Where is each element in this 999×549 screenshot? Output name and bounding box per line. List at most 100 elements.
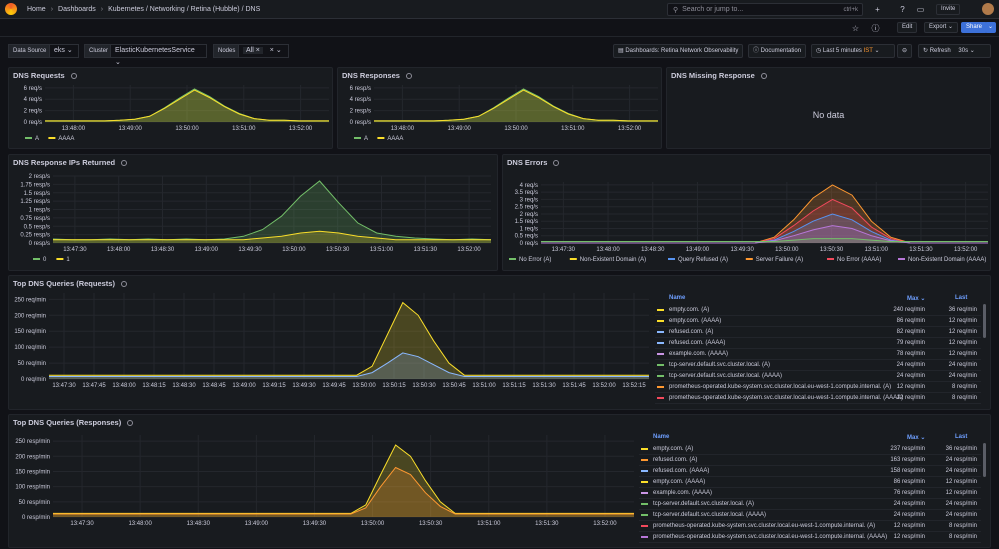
chart-top-dns-responses: 0 resp/min 50 resp/min 100 resp/min 150 res… (15, 435, 634, 527)
x-tick-label: 13:52:00 (593, 521, 617, 527)
legend-row[interactable]: example.com. (AAAA) 76 resp/min 12 resp/mi… (639, 488, 981, 499)
dashboards-link[interactable]: ▤ Dashboards: Retina Network Observabili… (613, 44, 744, 58)
y-tick-label: 4 req/s (520, 183, 538, 189)
legend-item[interactable]: No Error (AAAA) (837, 257, 881, 263)
x-tick-label: 13:49:00 (195, 247, 219, 253)
legend-item[interactable]: AAAA (387, 136, 403, 142)
breadcrumb-dashboards[interactable]: Dashboards (58, 5, 96, 13)
legend-item[interactable]: Non-Existent Domain (A) (580, 257, 646, 263)
legend-row[interactable]: prometheus-operated.kube-system.svc.clus… (655, 382, 981, 393)
legend-series-name: example.com. (AAAA) (669, 351, 729, 357)
legend-row[interactable]: empty.com. (A) 237 resp/min 36 resp/min (639, 444, 981, 455)
y-tick-label: 6 req/s (24, 86, 42, 92)
edit-button[interactable]: Edit (897, 22, 918, 33)
legend-swatch (657, 353, 664, 355)
legend-row[interactable]: prometheus-operated.kube-system.svc.clus… (639, 521, 981, 532)
series-line (49, 352, 649, 377)
series-line (541, 238, 988, 242)
cluster-select[interactable]: ElasticKubernetesService ⌄ (110, 44, 207, 66)
legend-item[interactable]: AAAA (58, 136, 74, 142)
info-icon[interactable] (121, 160, 128, 167)
info-icon[interactable] (127, 420, 134, 427)
export-button[interactable]: Export ⌄ (924, 22, 959, 33)
legend-row[interactable]: tcp-server.default.svc.cluster.local. (A… (639, 510, 981, 521)
legend-row[interactable]: refused.com. (AAAA) 79 req/min 12 req/min (655, 338, 981, 349)
legend-series-name: refused.com. (A) (653, 457, 698, 463)
time-range-picker[interactable]: ◷ Last 5 minutes IST ⌄ (811, 44, 895, 58)
info-icon[interactable] (760, 73, 767, 80)
info-icon[interactable] (120, 281, 127, 288)
legend-swatch (33, 258, 40, 260)
legend-row[interactable]: example.com. (AAAA) 78 req/min 12 req/min (655, 349, 981, 360)
legend-item[interactable]: A (35, 136, 39, 142)
legend-series-name: refused.com. (AAAA) (653, 468, 710, 474)
scrollbar[interactable] (983, 304, 986, 338)
legend-row[interactable]: empty.com. (AAAA) 86 resp/min 12 resp/min (639, 477, 981, 488)
column-header-last[interactable]: Last (955, 295, 968, 301)
info-icon[interactable] (70, 73, 77, 80)
legend-last-value: 24 req/min (948, 362, 977, 368)
legend-item[interactable]: 1 (66, 257, 70, 263)
plus-icon[interactable]: + (875, 5, 880, 14)
help-icon[interactable]: ? (900, 5, 905, 14)
legend-row[interactable]: refused.com. (AAAA) 158 resp/min 24 resp/m… (639, 466, 981, 477)
x-tick-label: 13:51:00 (232, 126, 256, 132)
legend-item[interactable]: Query Refused (A) (678, 257, 728, 263)
star-icon[interactable]: ☆ (851, 24, 860, 33)
legend-item[interactable]: Non-Existent Domain (AAAA) (908, 257, 986, 263)
x-tick-label: 13:49:00 (245, 521, 269, 527)
legend-row[interactable]: prometheus-operated.kube-system.svc.clus… (655, 393, 981, 404)
search-input[interactable]: ⚲ Search or jump to... ctrl+k (667, 3, 863, 16)
info-icon[interactable] (405, 73, 412, 80)
legend-row[interactable]: refused.com. (A) 163 resp/min 24 resp/min (639, 455, 981, 466)
y-tick-label: 50 req/min (18, 361, 46, 367)
scrollbar[interactable] (983, 443, 986, 477)
legend-row[interactable]: refused.com. (A) 82 req/min 12 req/min (655, 327, 981, 338)
legend-item[interactable]: 0 (43, 257, 47, 263)
y-tick-label: 0 resp/s (29, 241, 50, 247)
column-header-last[interactable]: Last (955, 434, 968, 440)
y-tick-label: 2 req/s (24, 109, 42, 115)
x-tick-label: 13:52:00 (954, 247, 978, 253)
cluster-value: ElasticKubernetesService (115, 47, 195, 54)
breadcrumb-home[interactable]: Home (27, 5, 46, 13)
x-tick-label: 13:48:00 (391, 126, 415, 132)
legend-last-value: 8 req/min (951, 384, 977, 390)
share-button[interactable]: Share (961, 22, 988, 33)
legend-row[interactable]: empty.com. (A) 240 req/min 36 req/min (655, 305, 981, 316)
refresh-button[interactable]: ↻ Refresh 30s ⌄ (918, 44, 991, 58)
chart-dns-errors: 0 req/s0.5 req/s 1 req/s1.5 req/s2 req/s2… (509, 182, 988, 263)
column-header-name[interactable]: Name (653, 434, 670, 440)
info-icon[interactable]: ⓘ (871, 24, 880, 33)
x-tick-label: 13:48:45 (202, 383, 226, 389)
legend-row[interactable]: tcp-server.default.svc.cluster.local. (A… (655, 371, 981, 382)
legend-series-name: refused.com. (AAAA) (669, 340, 726, 346)
invite-button[interactable]: Invite (936, 4, 961, 15)
nodes-select[interactable]: All × × ⌄ (238, 44, 289, 58)
column-header-max[interactable]: Max ⌄ (907, 296, 926, 302)
y-tick-label: 0.5 req/s (515, 234, 538, 240)
series-area (541, 184, 988, 243)
legend-row[interactable]: tcp-server.default.svc.cluster.local. (A… (639, 499, 981, 510)
top-navbar: Home › Dashboards › Kubernetes / Network… (0, 0, 999, 19)
legend-row[interactable]: tcp-server.default.svc.cluster.local. (A… (655, 360, 981, 371)
share-dropdown-icon[interactable]: ⌄ (985, 22, 997, 33)
info-icon[interactable] (553, 160, 560, 167)
column-header-max[interactable]: Max ⌄ (907, 435, 926, 441)
documentation-link[interactable]: ⓘ Documentation (748, 44, 807, 58)
grafana-logo-icon[interactable] (5, 3, 17, 15)
legend-max-value: 86 req/min (896, 318, 925, 324)
news-icon[interactable]: ▭ (916, 5, 925, 14)
x-tick-label: 13:49:00 (686, 247, 710, 253)
legend-row[interactable]: empty.com. (AAAA) 86 req/min 12 req/min (655, 316, 981, 327)
datasource-select[interactable]: eks ⌄ (49, 44, 79, 58)
legend-item[interactable]: A (364, 136, 368, 142)
x-tick-label: 13:50:30 (326, 247, 350, 253)
avatar[interactable] (982, 3, 994, 15)
legend-item[interactable]: Server Failure (A) (756, 257, 803, 263)
legend-item[interactable]: No Error (A) (519, 257, 551, 263)
legend-row[interactable]: prometheus-operated.kube-system.svc.clus… (639, 532, 981, 543)
zoom-out-icon[interactable]: ⊖ (897, 44, 913, 58)
x-tick-label: 13:48:15 (142, 383, 166, 389)
column-header-name[interactable]: Name (669, 295, 686, 301)
